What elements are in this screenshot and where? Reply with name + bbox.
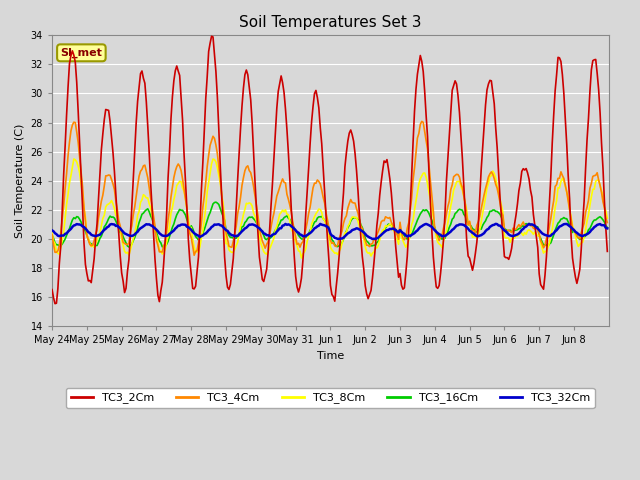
TC3_4Cm (447, 187, 454, 192)
TC3_32Cm (445, 230, 453, 236)
TC3_2Cm (48, 287, 56, 292)
TC3_16Cm (84, 237, 92, 242)
TC3_16Cm (447, 221, 454, 227)
TC3_2Cm (604, 249, 611, 254)
TC3_8Cm (70, 156, 77, 162)
TC3_8Cm (447, 203, 454, 209)
TC3_32Cm (67, 226, 75, 232)
TC3_16Cm (212, 199, 220, 205)
Legend: TC3_2Cm, TC3_4Cm, TC3_8Cm, TC3_16Cm, TC3_32Cm: TC3_2Cm, TC3_4Cm, TC3_8Cm, TC3_16Cm, TC3… (66, 388, 595, 408)
TC3_16Cm (602, 223, 610, 228)
Title: Soil Temperatures Set 3: Soil Temperatures Set 3 (239, 15, 422, 30)
TC3_4Cm (602, 215, 610, 221)
TC3_16Cm (337, 242, 344, 248)
TC3_2Cm (208, 34, 216, 39)
Line: TC3_16Cm: TC3_16Cm (52, 202, 607, 247)
TC3_2Cm (86, 277, 93, 283)
TC3_32Cm (602, 225, 610, 231)
TC3_8Cm (337, 246, 344, 252)
TC3_16Cm (48, 232, 56, 238)
TC3_8Cm (604, 216, 611, 221)
Y-axis label: Soil Temperature (C): Soil Temperature (C) (15, 123, 25, 238)
TC3_8Cm (298, 255, 305, 261)
Text: SI_met: SI_met (60, 48, 102, 58)
TC3_32Cm (48, 228, 56, 233)
TC3_16Cm (67, 221, 75, 227)
TC3_8Cm (67, 173, 75, 179)
TC3_4Cm (604, 220, 611, 226)
TC3_2Cm (51, 301, 59, 307)
TC3_4Cm (529, 225, 537, 231)
TC3_32Cm (84, 229, 92, 235)
TC3_4Cm (335, 235, 343, 241)
TC3_4Cm (418, 119, 426, 124)
X-axis label: Time: Time (317, 351, 344, 360)
TC3_8Cm (86, 240, 93, 246)
TC3_32Cm (334, 236, 342, 242)
TC3_2Cm (68, 48, 76, 54)
TC3_2Cm (447, 108, 454, 114)
TC3_32Cm (604, 226, 611, 231)
TC3_32Cm (369, 236, 376, 242)
TC3_4Cm (48, 232, 56, 238)
Line: TC3_8Cm: TC3_8Cm (52, 159, 607, 258)
TC3_8Cm (48, 230, 56, 236)
Line: TC3_2Cm: TC3_2Cm (52, 36, 607, 304)
TC3_2Cm (337, 233, 344, 239)
TC3_4Cm (84, 237, 92, 243)
Line: TC3_32Cm: TC3_32Cm (52, 224, 607, 239)
TC3_32Cm (529, 222, 537, 228)
TC3_4Cm (67, 128, 75, 134)
TC3_8Cm (529, 231, 537, 237)
TC3_2Cm (602, 226, 610, 232)
TC3_32Cm (492, 221, 500, 227)
TC3_16Cm (604, 225, 611, 230)
TC3_8Cm (602, 208, 610, 214)
Line: TC3_4Cm: TC3_4Cm (52, 121, 607, 255)
TC3_4Cm (190, 252, 198, 258)
TC3_2Cm (529, 212, 537, 217)
TC3_16Cm (529, 223, 537, 228)
TC3_16Cm (125, 244, 132, 250)
